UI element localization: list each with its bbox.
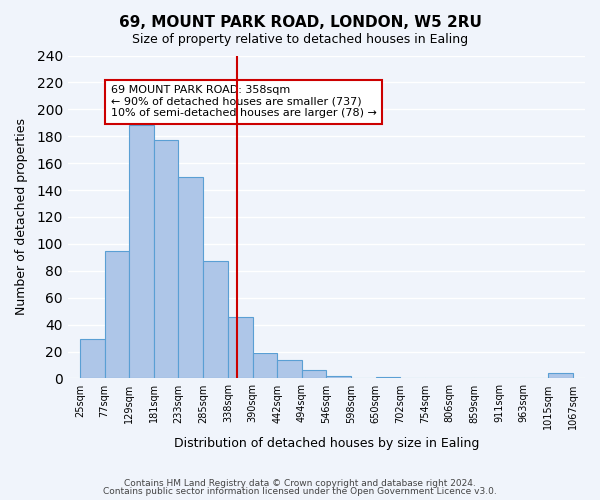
Bar <box>129 126 154 378</box>
Bar <box>104 250 129 378</box>
Text: Contains HM Land Registry data © Crown copyright and database right 2024.: Contains HM Land Registry data © Crown c… <box>124 478 476 488</box>
Bar <box>178 176 203 378</box>
Bar <box>326 376 351 378</box>
Bar <box>228 316 253 378</box>
Bar <box>302 370 326 378</box>
Bar <box>376 377 400 378</box>
Text: 69 MOUNT PARK ROAD: 358sqm
← 90% of detached houses are smaller (737)
10% of sem: 69 MOUNT PARK ROAD: 358sqm ← 90% of deta… <box>111 85 377 118</box>
Text: Size of property relative to detached houses in Ealing: Size of property relative to detached ho… <box>132 32 468 46</box>
Bar <box>253 353 277 378</box>
Text: 69, MOUNT PARK ROAD, LONDON, W5 2RU: 69, MOUNT PARK ROAD, LONDON, W5 2RU <box>119 15 481 30</box>
Bar <box>154 140 178 378</box>
Bar <box>277 360 302 378</box>
Bar <box>203 262 228 378</box>
Text: Contains public sector information licensed under the Open Government Licence v3: Contains public sector information licen… <box>103 487 497 496</box>
X-axis label: Distribution of detached houses by size in Ealing: Distribution of detached houses by size … <box>173 437 479 450</box>
Bar <box>548 373 573 378</box>
Y-axis label: Number of detached properties: Number of detached properties <box>15 118 28 316</box>
Bar <box>80 340 104 378</box>
